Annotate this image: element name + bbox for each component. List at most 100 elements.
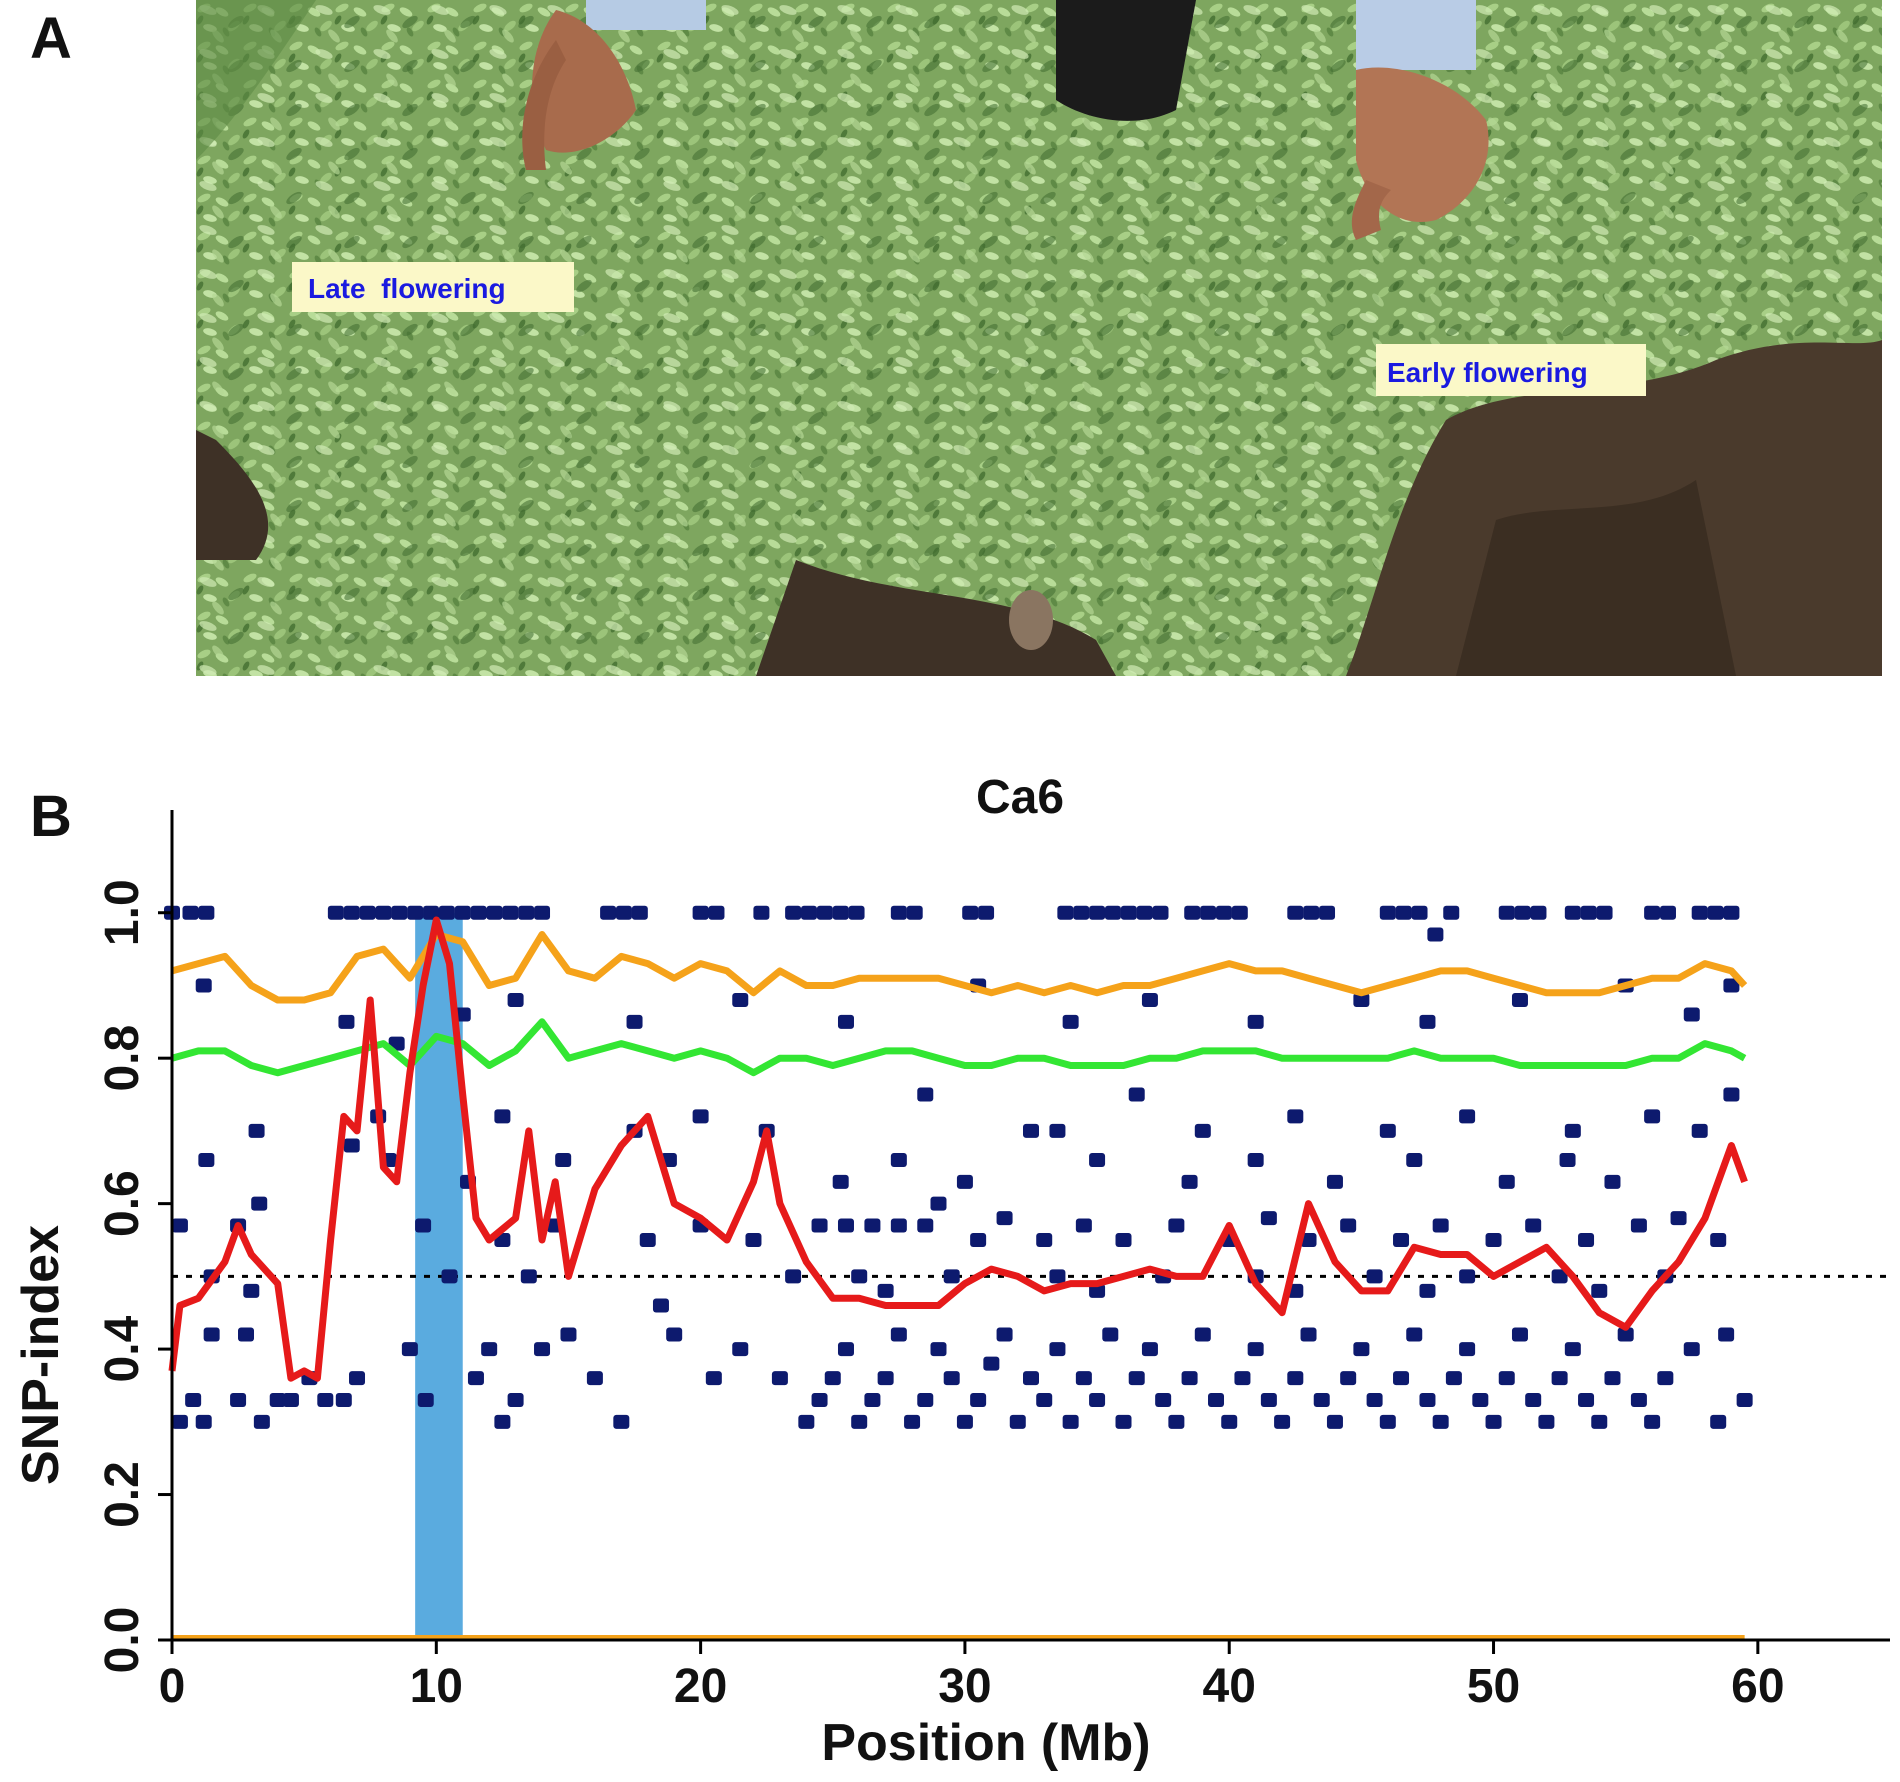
snp-point [1221,1414,1238,1429]
snp-point [1459,1269,1476,1284]
panel-b-letter: B [30,784,72,849]
snp-point [338,1014,355,1029]
snp-point [732,993,749,1007]
snp-point [1710,1233,1727,1247]
snp-point [1115,1233,1132,1247]
snp-point [1525,1218,1542,1233]
snp-point [652,1298,669,1313]
snp-point [1591,1414,1608,1429]
snp-point [1393,1233,1410,1247]
snp-point [1578,1233,1595,1247]
snp-point [753,905,770,920]
snp-point [1036,1393,1053,1407]
snp-point [343,1138,360,1153]
y-axis-title: SNP-index [12,1225,70,1485]
snp-point [1215,905,1232,920]
snp-point [1379,905,1396,920]
snp-point [631,905,648,920]
snp-point [1036,1233,1053,1247]
snp-point [811,1393,828,1407]
snp-point [534,1342,551,1357]
snp-point [1089,1283,1106,1298]
snp-point [1184,905,1201,920]
snp-point [1366,1393,1383,1407]
snp-point [1062,1414,1079,1429]
x-tick-label: 10 [410,1660,463,1713]
snp-point [1406,1327,1423,1342]
snp-point [438,905,455,920]
snp-point [732,1342,749,1357]
snp-point [1379,1123,1396,1138]
snp-point [1300,1327,1317,1342]
snp-point [877,1283,894,1298]
snp-point [1326,1174,1343,1189]
snp-point [1707,905,1724,920]
snp-point [375,905,392,920]
snp-point [1115,1414,1132,1429]
snp-point [771,1371,788,1386]
y-tick-label: 0.0 [96,1607,149,1674]
snp-point [1260,1393,1277,1407]
snp-point [1075,1371,1092,1386]
snp-point [890,1218,907,1233]
snp-point [996,1211,1013,1226]
panel-a-letter: A [30,6,72,71]
snp-point [494,1109,511,1124]
snp-point [1406,1153,1423,1167]
snp-point [230,1393,247,1407]
snp-point [481,1342,498,1357]
snp-point [956,1414,973,1429]
snp-point [1630,1218,1647,1233]
snp-point [1023,1371,1039,1386]
snp-point [1247,1342,1264,1357]
snp-point [1514,905,1531,920]
snp-point [864,1393,881,1407]
late-flowering-label-box [292,262,574,312]
y-tick-label: 0.8 [96,1025,149,1092]
snp-point [253,1414,270,1429]
snp-point [745,1233,762,1247]
snp-point [832,1174,849,1189]
snp-point [1247,1153,1264,1167]
snp-point [1234,1371,1251,1386]
snp-point [195,1414,212,1429]
snp-point [555,1153,572,1167]
snp-point [343,905,360,920]
snp-point [1136,905,1153,920]
snp-point [1141,993,1158,1007]
snp-point [327,905,344,920]
snp-point [1089,1153,1106,1167]
plot-area [164,905,1890,1640]
axes: 0 10 20 30 40 50 60 0.0 0.2 0.4 0.6 0.8 1.0 [96,810,1890,1713]
y-tick-label: 0.6 [96,1170,149,1237]
snp-point [1353,1342,1370,1357]
snp-point [1578,1393,1595,1407]
snp-point [890,1327,907,1342]
snp-point [785,905,802,920]
snp-point [1366,1269,1383,1284]
snp-point [600,905,617,920]
snp-point [1104,905,1121,920]
snp-point [1168,1414,1185,1429]
snp-point [626,1014,643,1029]
snp-point [1300,1233,1317,1247]
snp-point [203,1327,220,1342]
snp-point [1326,1414,1343,1429]
snp-point [1181,1371,1198,1386]
snp-point [195,978,212,993]
snp-point [837,1342,854,1357]
x-tick-label: 60 [1731,1660,1784,1713]
snp-point [1432,1414,1449,1429]
snp-point [864,1218,881,1233]
snp-point [1168,1218,1185,1233]
snp-point [996,1327,1013,1342]
snp-point [243,1283,260,1298]
snp-point [890,905,907,920]
snp-point [1287,905,1304,920]
snp-point [1472,1393,1489,1407]
snp-point [615,905,632,920]
snp-point [708,905,725,920]
late-flowering-label: Late flowering [308,273,506,304]
snp-point [417,1393,434,1407]
snp-point [467,1371,484,1386]
